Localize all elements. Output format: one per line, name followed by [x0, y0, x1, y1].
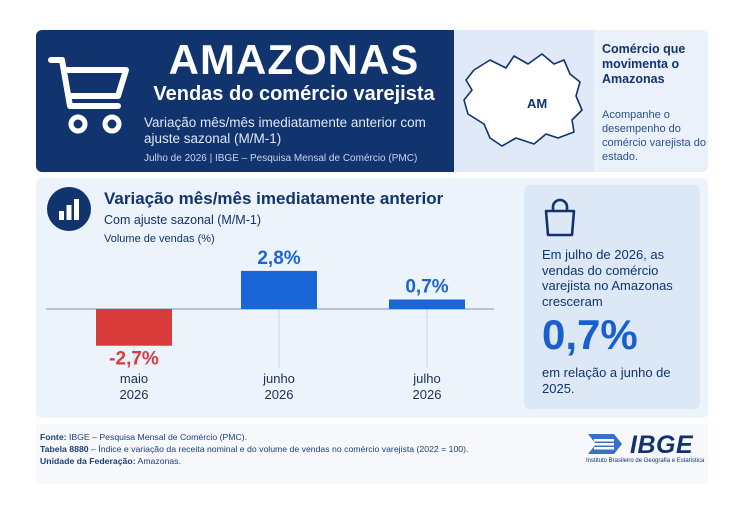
ibge-fullname: Instituto Brasileiro de Geografia e Esta… — [586, 458, 705, 464]
x-tick-label-year: 2026 — [265, 387, 294, 402]
cart-icon — [48, 57, 129, 134]
highlight-card: Em julho de 2026, as vendas do comércio … — [524, 185, 700, 409]
highlight-value: 0,7% — [542, 311, 638, 358]
data-label-maio: -2,7% — [109, 349, 159, 370]
x-tick-label-month: julho — [412, 371, 440, 386]
side-text: Acompanhe o desempenho do comércio varej… — [602, 109, 706, 163]
data-label-junho: 2,8% — [257, 248, 300, 269]
chart-unit: Volume de vendas (%) — [104, 233, 215, 245]
x-tick-label-month: maio — [120, 371, 148, 386]
footer-uf: Unidade da Federação: Amazonas. — [40, 456, 181, 466]
highlight-text: Em julho de 2026, as vendas do comércio … — [542, 247, 673, 309]
ibge-logo-icon — [588, 434, 622, 454]
data-label-julho: 0,7% — [405, 276, 448, 297]
state-title: AMAZONAS — [168, 36, 420, 83]
highlight-tail: em relação a junho de 2025. — [542, 365, 671, 396]
chart-subtitle: Com ajuste sazonal (M/M-1) — [104, 213, 261, 227]
bar-junho — [241, 270, 317, 309]
footer: Fonte: IBGE – Pesquisa Mensal de Comérci… — [36, 424, 708, 484]
state-map-shape — [463, 53, 583, 147]
x-tick-label-year: 2026 — [413, 387, 442, 402]
footer-table: Tabela 8880 – Índice e variação da recei… — [40, 444, 469, 454]
bar-chart-icon — [47, 187, 91, 231]
x-tick-label-year: 2026 — [120, 387, 149, 402]
footer-source: Fonte: IBGE – Pesquisa Mensal de Comérci… — [40, 432, 248, 442]
side-title: Comércio que movimenta o Amazonas — [602, 42, 686, 86]
chart-panel: Variação mês/mês imediatamente anterior … — [36, 178, 708, 418]
ibge-wordmark: IBGE — [630, 431, 694, 459]
x-tick-label-month: junho — [262, 371, 295, 386]
bar-julho — [389, 299, 465, 309]
chart-title: Variação mês/mês imediatamente anterior — [104, 189, 444, 208]
state-abbreviation: AM — [527, 96, 548, 111]
header-subtitle: Vendas do comércio varejista — [153, 83, 435, 105]
header-dateline: Julho de 2026 | IBGE – Pesquisa Mensal d… — [144, 153, 418, 164]
header-description: Variação mês/mês imediatamente anterior … — [144, 115, 426, 146]
bar-maio — [96, 309, 172, 346]
header-title-area: AMAZONAS Vendas do comércio varejista Va… — [36, 30, 454, 172]
state-map-area: AM — [454, 30, 594, 172]
header-banner: AMAZONAS Vendas do comércio varejista Va… — [36, 30, 708, 172]
header-side-note: Comércio que movimenta o Amazonas Acompa… — [594, 30, 708, 172]
shopping-bag-icon — [544, 198, 576, 237]
